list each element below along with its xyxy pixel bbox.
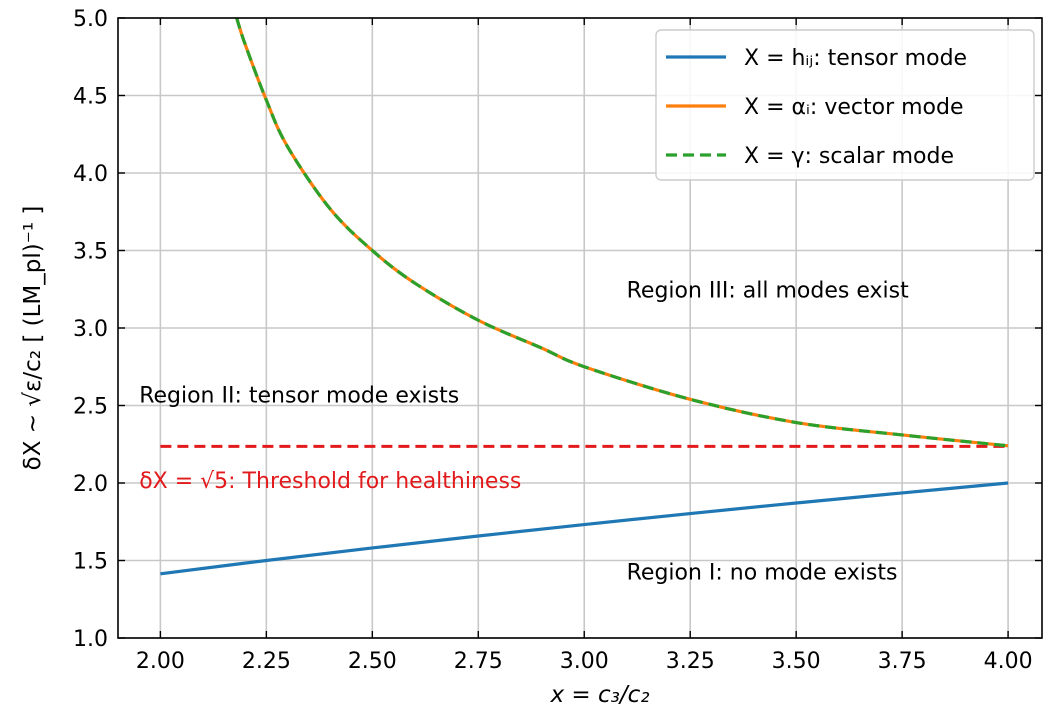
x-tick-label: 3.50: [772, 649, 821, 674]
y-tick-label: 1.5: [73, 550, 108, 575]
x-axis-label: x = c₃/c₂: [550, 682, 650, 708]
region-annotation: Region II: tensor mode exists: [139, 384, 459, 409]
threshold-label: δX = √5: Threshold for healthiness: [139, 469, 521, 494]
tick-layer: 2.00 2.25 2.50 2.75 3.00 3.25 3.50 3.75 4.00 1.0 1…: [73, 7, 1042, 674]
y-tick-label: 3.0: [73, 317, 108, 342]
y-tick-label: 1.0: [73, 627, 108, 652]
x-tick-label: 2.50: [348, 649, 397, 674]
label-layer: x = c₃/c₂ δX ~ √ε/c₂ [ (LM_pl)⁻¹ ] Region …: [20, 206, 909, 708]
series-line-3: [235, 17, 1009, 448]
region-annotation: Region I: no mode exists: [627, 560, 898, 585]
x-tick-label: 2.25: [242, 649, 291, 674]
legend-label: X = γ: scalar mode: [744, 144, 954, 169]
legend-box: [655, 29, 1035, 181]
region-annotation: Region III: all modes exist: [627, 278, 909, 303]
y-tick-label: 2.5: [73, 395, 108, 420]
y-axis-label: δX ~ √ε/c₂ [ (LM_pl)⁻¹ ]: [20, 206, 46, 471]
y-tick-label: 5.0: [73, 7, 108, 32]
legend-label: X = hᵢⱼ: tensor mode: [744, 46, 967, 71]
y-tick-label: 2.0: [73, 472, 108, 497]
y-tick-label: 4.0: [73, 162, 108, 187]
x-tick-label: 3.75: [878, 649, 927, 674]
series-line-1: [160, 481, 1009, 576]
y-tick-label: 4.5: [73, 85, 108, 110]
x-tick-label: 4.00: [984, 649, 1033, 674]
x-tick-label: 3.00: [560, 649, 609, 674]
x-tick-label: 3.25: [666, 649, 715, 674]
y-tick-label: 3.5: [73, 240, 108, 265]
legend: X = hᵢⱼ: tensor mode X = αᵢ: vector mode X…: [655, 29, 1035, 181]
legend-label: X = αᵢ: vector mode: [744, 95, 964, 120]
x-tick-label: 2.00: [136, 649, 185, 674]
x-tick-label: 2.75: [454, 649, 503, 674]
series-layer: [160, 17, 1009, 576]
